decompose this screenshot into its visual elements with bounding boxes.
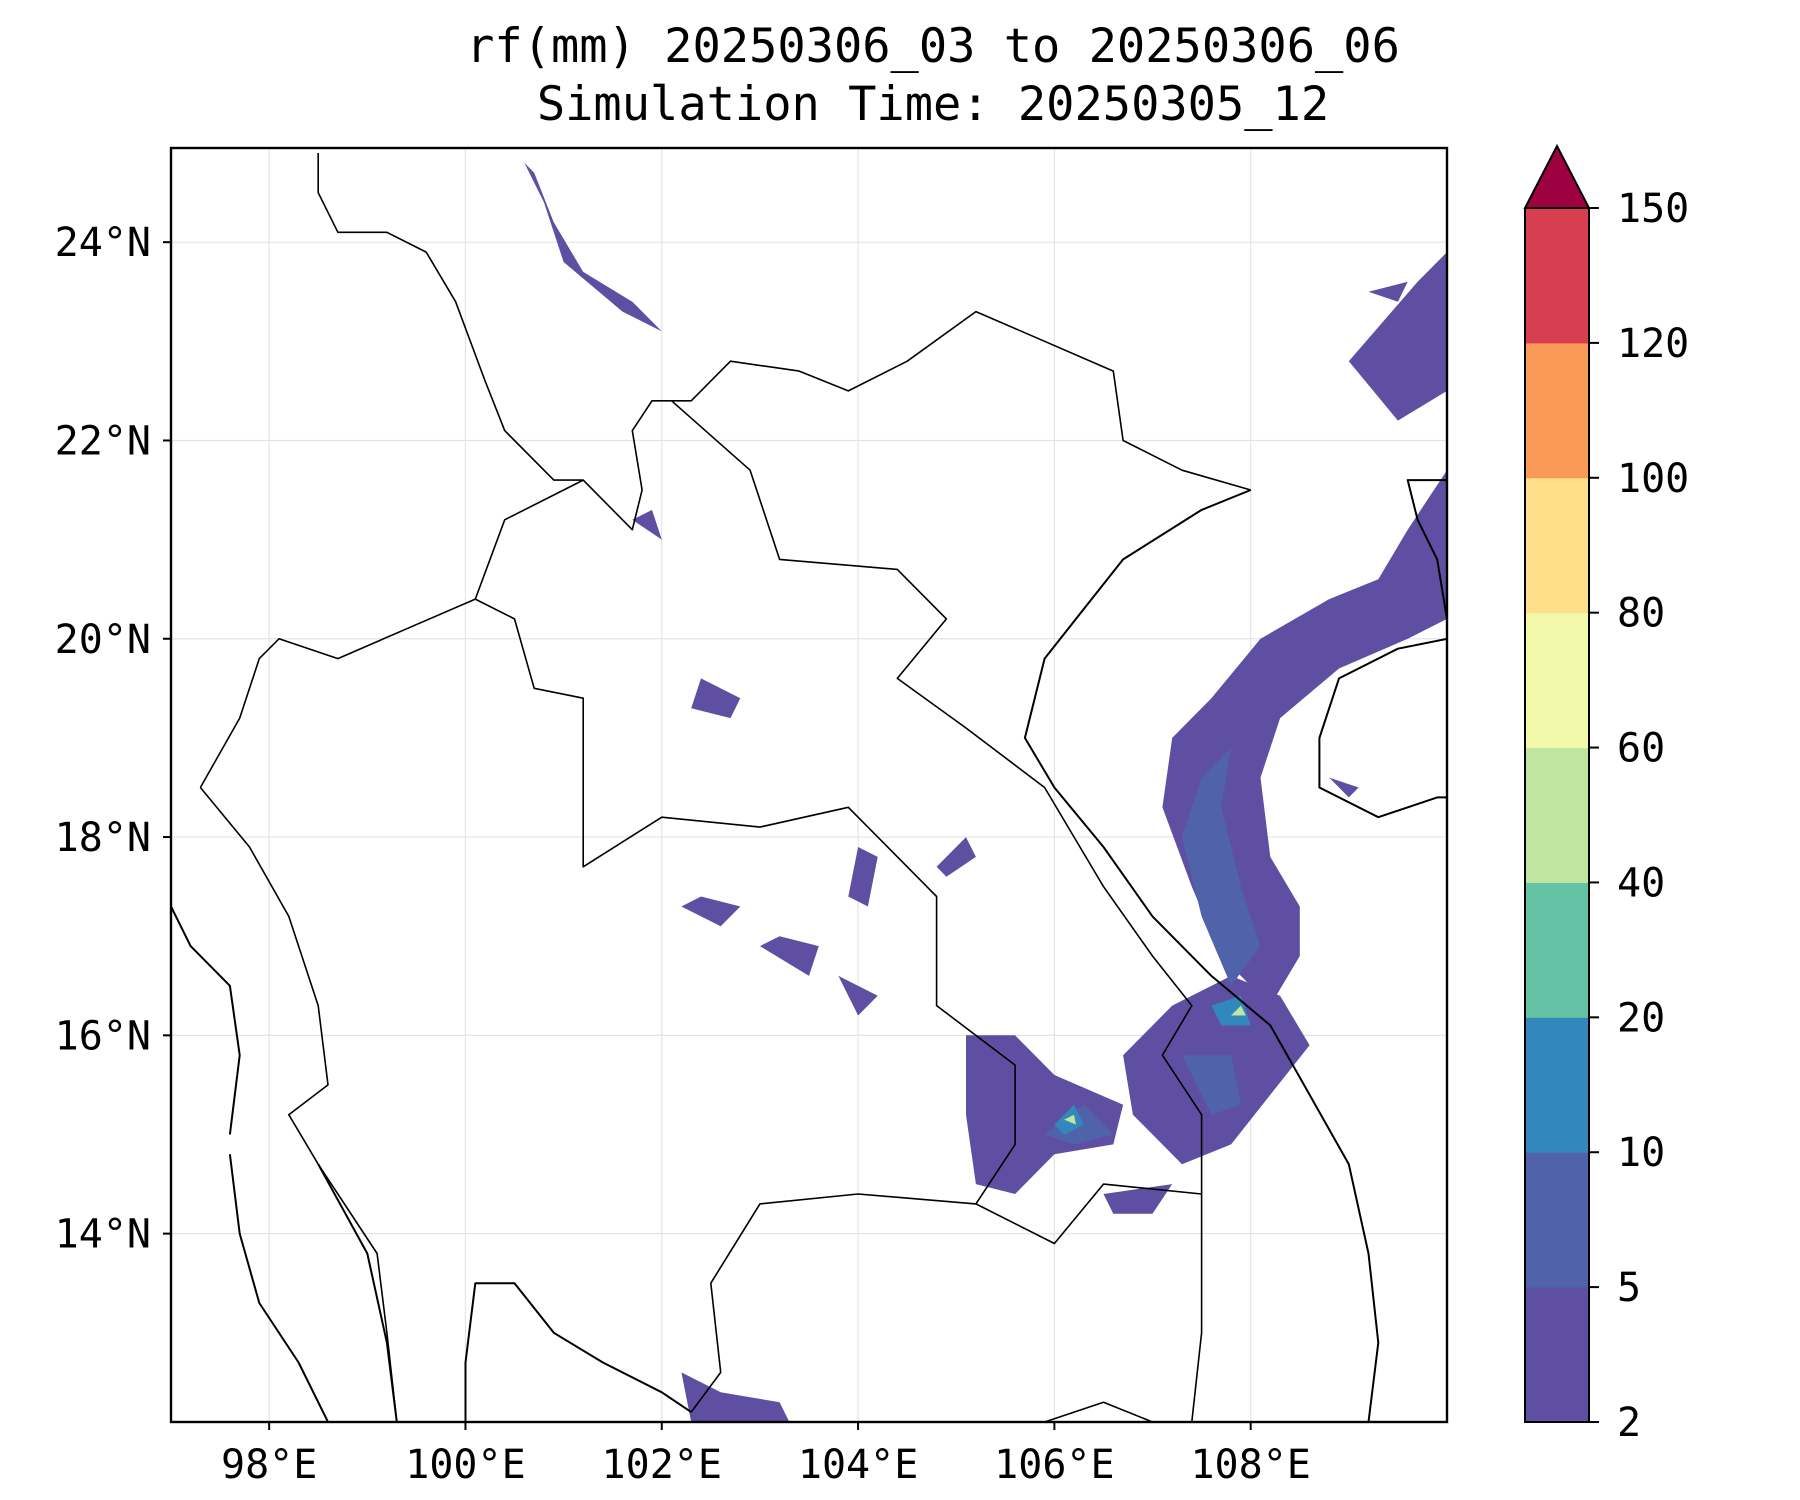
rain-cell-hue [1211, 995, 1251, 1026]
colorbar-label: 80 [1617, 591, 1665, 637]
colorbar-segment [1525, 612, 1589, 749]
rain-patch-laos-3 [848, 847, 878, 907]
longitude-axis: 98°E 100°E 102°E 104°E 106°E 108°E [221, 1422, 1311, 1488]
colorbar-segment [1525, 747, 1589, 883]
rain-core-gulf-of-tonkin [1182, 747, 1261, 986]
colorbar-segment [1525, 1152, 1589, 1288]
cambodia-laos-vietnam-border [975, 1183, 1203, 1422]
colorbar-extend-arrow [1523, 143, 1591, 209]
rain-cluster-southern-laos [966, 1035, 1124, 1194]
y-tick-label: 16°N [55, 1013, 151, 1059]
thailand-west-coast [317, 1163, 398, 1422]
laos-vietnam-border [671, 400, 1203, 1194]
colorbar-label: 100 [1617, 456, 1689, 502]
rain-cell-hue-inner [1231, 1005, 1246, 1016]
colorbar-label: 2 [1617, 1400, 1641, 1446]
rain-cell-sekong-inner [1064, 1114, 1076, 1125]
colorbar-segment [1525, 1287, 1589, 1423]
x-tick-label: 100°E [405, 1442, 525, 1488]
myanmar-coast-north [171, 906, 241, 1135]
rain-patch-laos-6 [691, 678, 741, 719]
myanmar-laos-border [474, 479, 584, 600]
hainan-coast [1318, 637, 1447, 819]
myanmar-thailand-north [199, 598, 476, 788]
gulf-of-thailand-coast [464, 1282, 692, 1422]
chart-title-line1: rf(mm) 20250306_03 to 20250306_06 [466, 19, 1400, 74]
rain-core-central-vietnam [1182, 1055, 1241, 1115]
andaman-coast [228, 1154, 329, 1422]
colorbar-label: 10 [1617, 1130, 1665, 1176]
latitude-axis: 14°N 16°N 18°N 20°N 22°N 24°N [55, 220, 171, 1258]
y-tick-label: 22°N [55, 418, 151, 464]
rain-patch-laos-2 [759, 936, 819, 976]
x-tick-label: 98°E [221, 1442, 317, 1488]
rainfall-contours [524, 162, 1447, 1422]
laos-thailand-border [474, 598, 1016, 1205]
x-tick-label: 108°E [1190, 1442, 1310, 1488]
chart-title-line2: Simulation Time: 20250305_12 [537, 77, 1329, 132]
leizhou-coast [1406, 479, 1447, 620]
china-border [317, 153, 1251, 531]
vietnam-coast [1023, 489, 1380, 1422]
rain-patch-laos-4 [936, 837, 976, 877]
y-tick-label: 18°N [55, 815, 151, 861]
y-tick-label: 24°N [55, 220, 151, 266]
x-tick-label: 102°E [602, 1442, 722, 1488]
colorbar-label: 20 [1617, 995, 1665, 1041]
map-gridlines [171, 148, 1447, 1422]
colorbar-segment [1525, 1017, 1589, 1153]
colorbar-segment [1525, 477, 1589, 614]
rain-patch-guangdong [1368, 281, 1408, 302]
y-tick-label: 20°N [55, 617, 151, 663]
y-tick-label: 14°N [55, 1212, 151, 1258]
map-frame [169, 146, 1449, 1424]
colorbar-segment [1525, 342, 1589, 479]
rain-band-guangxi [1348, 252, 1447, 421]
colorbar-label: 60 [1617, 726, 1665, 772]
x-tick-label: 104°E [798, 1442, 918, 1488]
colorbar-label: 120 [1617, 321, 1689, 367]
rain-patch-laos-5 [838, 975, 878, 1016]
colorbar-label: 5 [1617, 1265, 1641, 1311]
coastlines [171, 479, 1447, 1422]
rain-patch-cambodia-east [1103, 1184, 1173, 1214]
colorbar-label: 40 [1617, 860, 1665, 906]
colorbar-segment [1525, 882, 1589, 1018]
colorbar-label: 150 [1617, 186, 1689, 232]
rain-patch-laos-1 [681, 896, 741, 927]
rain-patch-gulf-of-thailand [681, 1372, 790, 1422]
rain-patch-hainan [1329, 777, 1359, 798]
colorbar: 2 5 10 20 40 60 80 100 120 150 [1523, 143, 1689, 1446]
country-borders [199, 153, 1251, 1422]
rain-patch-myanmar-thailand [632, 509, 662, 540]
vietnam-cambodia-south [1044, 1401, 1153, 1422]
colorbar-segment [1525, 208, 1589, 344]
x-tick-label: 106°E [994, 1442, 1114, 1488]
map-area [169, 146, 1449, 1424]
cambodia-thailand-border [690, 1193, 976, 1413]
myanmar-thailand-border [199, 786, 398, 1422]
colorbar-outline [1524, 208, 1590, 1423]
